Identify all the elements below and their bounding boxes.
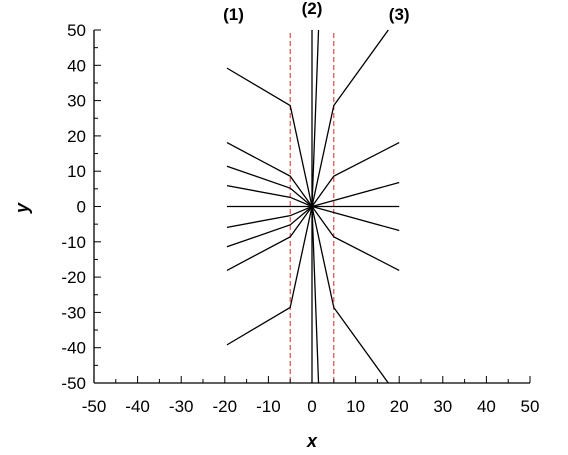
- x-tick-label: -10: [256, 397, 281, 416]
- y-tick-label: 0: [77, 198, 86, 217]
- ray-line: [311, 181, 400, 208]
- y-tick-label: 10: [67, 162, 86, 181]
- ray-line: [311, 206, 389, 384]
- region-label: (3): [389, 5, 410, 24]
- ray-line: [311, 29, 389, 207]
- y-tick-label: 40: [67, 56, 86, 75]
- x-tick-label: 10: [346, 397, 365, 416]
- ticks: [93, 29, 531, 384]
- x-tick-label: 40: [477, 397, 496, 416]
- x-tick-label: 0: [307, 397, 316, 416]
- x-tick-label: -40: [125, 397, 150, 416]
- ray-lines: [226, 29, 400, 384]
- ray-line: [311, 29, 320, 207]
- ray-line: [226, 206, 313, 248]
- y-tick-label: 30: [67, 92, 86, 111]
- x-tick-label: 20: [390, 397, 409, 416]
- y-tick-label: -30: [61, 303, 86, 322]
- ray-line: [226, 67, 313, 207]
- y-axis-title: y: [12, 202, 32, 214]
- ray-line: [311, 206, 400, 271]
- y-tick-label: -20: [61, 268, 86, 287]
- x-axis-title: x: [306, 431, 318, 451]
- y-tick-label: -50: [61, 374, 86, 393]
- y-tick-label: -10: [61, 233, 86, 252]
- ray-line: [226, 205, 313, 228]
- x-tick-label: -50: [82, 397, 107, 416]
- ray-line: [311, 205, 400, 232]
- region-label: (2): [302, 0, 323, 18]
- ray-line: [226, 185, 313, 208]
- x-tick-label: -30: [169, 397, 194, 416]
- ray-line: [226, 206, 313, 346]
- boundary-lines: [289, 33, 335, 383]
- ray-line: [311, 142, 400, 207]
- x-tick-label: -20: [213, 397, 238, 416]
- labels: x y -50 -40 -30 -20 -10 0 10 20 30 40 50-50-40-30-…: [12, 0, 539, 451]
- y-tick-label: 20: [67, 127, 86, 146]
- ray-line: [226, 165, 313, 207]
- y-tick-label: 50: [67, 21, 86, 40]
- region-label: (1): [223, 5, 244, 24]
- x-tick-label: 30: [433, 397, 452, 416]
- ray-line: [226, 142, 313, 207]
- x-tick-label: 50: [521, 397, 540, 416]
- ray-line: [311, 206, 320, 384]
- ray-line: [226, 206, 313, 271]
- y-tick-label: -40: [61, 339, 86, 358]
